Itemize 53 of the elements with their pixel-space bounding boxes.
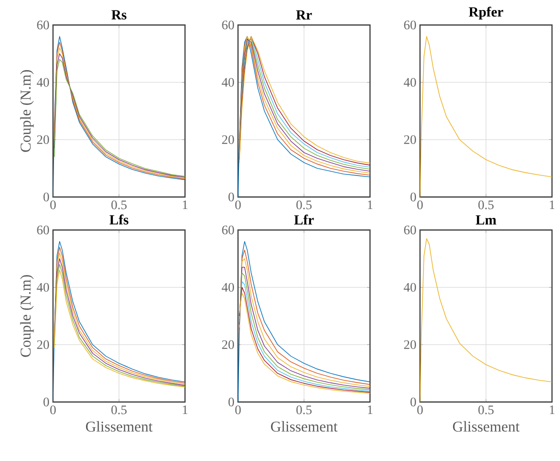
x-tick-label: 0 — [235, 406, 241, 414]
chart-title: Rs — [111, 10, 126, 20]
x-tick-label: 0.5 — [478, 406, 494, 414]
y-tick-label: 20 — [222, 135, 234, 144]
x-axis-title: Glissement — [270, 421, 338, 432]
y-tick-label: 0 — [228, 192, 234, 202]
y-tick-label: 40 — [222, 282, 234, 292]
y-tick-label: 60 — [37, 20, 49, 30]
x-tick-label: 0 — [417, 200, 423, 210]
y-tick-label: 20 — [404, 340, 416, 350]
y-tick-label: 60 — [222, 20, 234, 30]
x-tick-label: 1 — [182, 200, 188, 210]
y-tick-label: 20 — [37, 340, 49, 350]
x-tick-label: 0.5 — [296, 406, 312, 414]
y-tick-label: 0 — [44, 398, 49, 406]
y-tick-label: 20 — [37, 135, 49, 144]
y-tick-label: 0 — [44, 192, 49, 202]
y-tick-label: 40 — [404, 282, 416, 292]
x-tick-label: 1 — [368, 406, 372, 414]
y-tick-label: 60 — [37, 226, 49, 234]
y-tick-label: 20 — [222, 340, 234, 350]
x-tick-label: 0 — [50, 200, 56, 210]
x-tick-label: 0.5 — [296, 200, 312, 210]
y-tick-label: 60 — [404, 20, 416, 30]
y-tick-label: 60 — [222, 226, 234, 234]
x-tick-label: 0.5 — [478, 200, 494, 210]
x-tick-label: 1 — [182, 406, 188, 414]
chart-title: Lfs — [110, 214, 128, 224]
chart-title: Rr — [296, 10, 312, 20]
x-tick-label: 0 — [235, 200, 241, 210]
y-axis-title: Couple (N.m) — [20, 275, 34, 357]
x-tick-label: 1 — [550, 200, 554, 210]
chart-title: Rpfer — [468, 6, 504, 20]
x-axis-title: Glissement — [86, 421, 153, 432]
y-tick-label: 40 — [36, 282, 49, 292]
y-tick-label: 0 — [228, 398, 234, 406]
chart-title: Lfr — [294, 214, 314, 224]
y-tick-label: 40 — [404, 78, 416, 87]
y-tick-label: 40 — [36, 78, 49, 87]
x-tick-label: 0 — [50, 406, 56, 414]
y-tick-label: 40 — [222, 78, 234, 87]
y-tick-label: 20 — [404, 135, 416, 144]
x-tick-label: 0 — [417, 406, 423, 414]
y-tick-label: 0 — [410, 398, 416, 406]
x-tick-label: 0.5 — [111, 406, 127, 414]
y-tick-label: 60 — [404, 226, 416, 234]
chart-title: Lm — [476, 215, 496, 224]
x-tick-label: 1 — [550, 406, 554, 414]
x-axis-title: Glissement — [452, 421, 520, 432]
y-axis-title: Couple (N.m) — [20, 70, 34, 152]
y-tick-label: 0 — [410, 192, 416, 202]
x-tick-label: 0.5 — [111, 200, 127, 210]
x-tick-label: 1 — [368, 200, 372, 210]
